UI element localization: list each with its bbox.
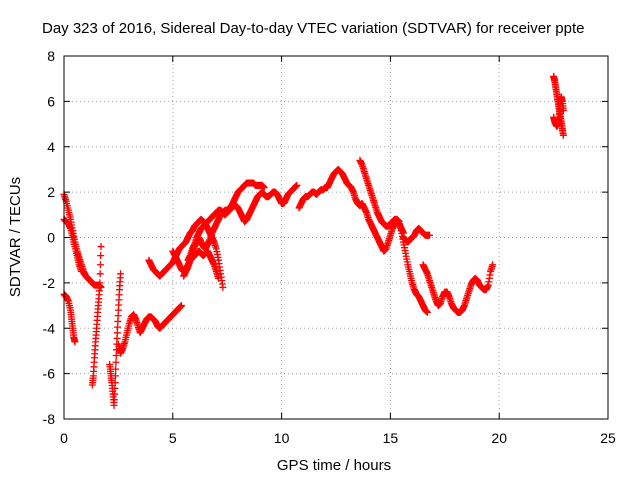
data-point xyxy=(96,261,104,269)
series-arc-1 xyxy=(60,190,105,291)
x-axis-label: GPS time / hours xyxy=(277,457,391,474)
series-arc-3 xyxy=(60,290,79,346)
data-point xyxy=(178,302,186,310)
data-point xyxy=(489,261,497,269)
x-tick-label: 10 xyxy=(274,430,290,446)
data-point xyxy=(97,252,105,260)
series-arc-13 xyxy=(399,224,434,246)
series-arc-5 xyxy=(106,270,125,409)
data-point xyxy=(111,372,119,380)
series-arc-12 xyxy=(356,156,431,316)
y-tick-label: 8 xyxy=(47,48,55,64)
grid-layer xyxy=(64,56,608,419)
data-point xyxy=(96,279,104,287)
x-tick-label: 5 xyxy=(169,430,177,446)
data-point xyxy=(426,231,434,239)
series-arc-4 xyxy=(88,243,105,389)
y-tick-label: -8 xyxy=(43,411,56,427)
y-tick-label: -4 xyxy=(43,320,56,336)
y-axis-label: SDTVAR / TECUs xyxy=(7,177,24,297)
data-points-layer xyxy=(60,72,567,409)
series-arc-10 xyxy=(184,181,301,264)
x-tick-label: 15 xyxy=(383,430,399,446)
data-point xyxy=(423,308,431,316)
x-tick-label: 25 xyxy=(600,430,616,446)
axis-ticks: 0 5 10 15 20 25 -8 -6 -4 -2 0 2 4 6 8 xyxy=(43,48,616,446)
series-arc-16 xyxy=(550,93,567,130)
data-point xyxy=(117,270,125,278)
data-point xyxy=(293,181,301,189)
y-tick-label: -6 xyxy=(43,366,56,382)
series-arc-11 xyxy=(295,165,407,255)
data-point xyxy=(71,338,79,346)
series-arc-14 xyxy=(419,261,497,316)
data-point xyxy=(219,283,227,291)
data-point xyxy=(77,268,85,276)
data-point xyxy=(214,274,222,282)
data-point xyxy=(260,184,268,192)
y-tick-label: -2 xyxy=(43,275,56,291)
data-point xyxy=(112,358,120,366)
y-tick-label: 2 xyxy=(47,184,55,200)
chart-title: Day 323 of 2016, Sidereal Day-to-day VTE… xyxy=(42,20,584,37)
data-point xyxy=(111,379,119,387)
data-point xyxy=(112,365,120,373)
y-tick-label: 0 xyxy=(47,230,55,246)
data-point xyxy=(559,131,567,139)
data-point xyxy=(97,243,105,251)
x-tick-label: 20 xyxy=(491,430,507,446)
y-tick-label: 4 xyxy=(47,139,55,155)
data-point xyxy=(559,106,567,114)
x-tick-label: 0 xyxy=(60,430,68,446)
y-tick-label: 6 xyxy=(47,93,55,109)
series-arc-6 xyxy=(114,302,186,357)
data-point xyxy=(96,270,104,278)
